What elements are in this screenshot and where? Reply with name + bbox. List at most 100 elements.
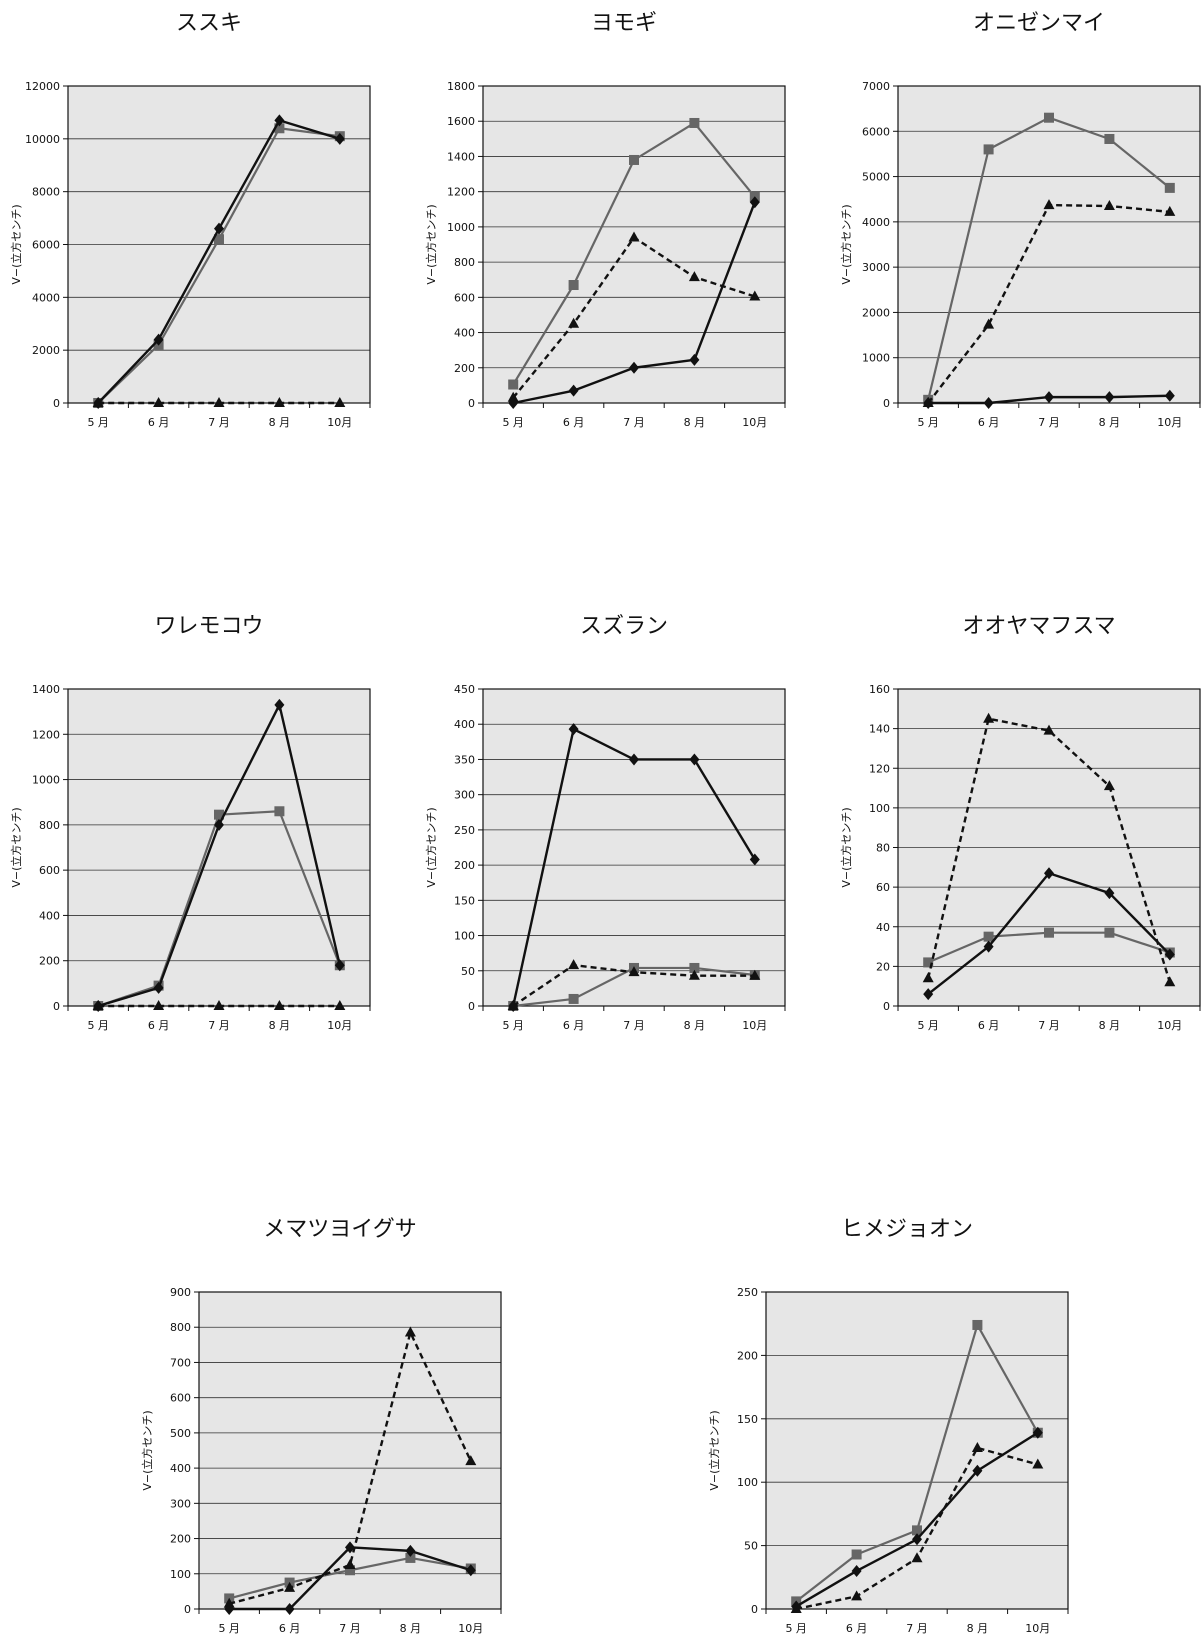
- data-point-diamond: [153, 981, 164, 994]
- x-tick-label: 7 月: [1038, 1019, 1060, 1032]
- y-tick-label: 40: [876, 921, 890, 934]
- y-tick-label: 100: [454, 930, 475, 943]
- data-point-square: [274, 806, 285, 817]
- data-point-triangle: [273, 1000, 285, 1010]
- y-tick-label: 1000: [32, 774, 60, 787]
- plot-frame: [482, 85, 786, 404]
- chart-panel: 0 100 200 300 400 500 600 700 800 900 5 月 6 月 7 月 8 月…: [140, 1217, 502, 1635]
- data-point-triangle: [628, 231, 640, 242]
- x-tick-label: 7 月: [208, 416, 230, 429]
- data-point-diamond: [224, 1603, 235, 1615]
- chart-panel: 0 50 100 150 200 250 5 月 6 月 7 月 8 月 10月 ヒメジョオン V−(立…: [707, 1217, 1069, 1635]
- series-diamond: [508, 723, 760, 1012]
- y-tick-label: 900: [170, 1286, 191, 1299]
- data-point-diamond: [1104, 391, 1115, 404]
- data-point-triangle: [1103, 780, 1115, 791]
- data-point-square: [689, 962, 700, 973]
- y-axis-label: V−(立方センチ): [839, 204, 853, 284]
- data-point-square: [1104, 133, 1115, 144]
- x-tick-label: 6 月: [148, 416, 170, 429]
- data-point-triangle: [851, 1590, 863, 1601]
- data-point-diamond: [1104, 887, 1115, 900]
- x-tick-label: 10月: [327, 1019, 352, 1032]
- chart-title: メマツヨイグサ: [263, 1217, 417, 1242]
- y-tick-label: 4000: [862, 216, 890, 229]
- y-tick-label: 50: [744, 1540, 758, 1553]
- data-point-diamond: [345, 1541, 355, 1554]
- data-point-square: [912, 1525, 922, 1536]
- data-point-diamond: [568, 384, 579, 397]
- x-tick-label: 7 月: [1038, 416, 1060, 429]
- chart-title: スズラン: [580, 614, 668, 639]
- data-point-triangle: [223, 1597, 235, 1608]
- y-tick-label: 800: [454, 256, 475, 269]
- y-tick-label: 1200: [447, 186, 475, 199]
- x-tick-label: 7 月: [906, 1622, 928, 1635]
- x-tick-label: 8 月: [400, 1622, 422, 1635]
- x-tick-label: 5 月: [502, 416, 524, 429]
- chart-panel: 0 1000 2000 3000 4000 5000 6000 7000 5 月 6 月 7 月 8 …: [839, 11, 1201, 429]
- y-tick-label: 800: [39, 819, 60, 832]
- x-tick-label: 10月: [1157, 416, 1182, 429]
- y-tick-label: 250: [737, 1286, 758, 1299]
- data-point-triangle: [273, 397, 285, 407]
- y-tick-label: 0: [53, 397, 60, 410]
- y-tick-label: 160: [869, 683, 890, 696]
- y-tick-label: 200: [454, 859, 475, 872]
- x-tick-label: 8 月: [684, 1019, 706, 1032]
- y-tick-label: 300: [170, 1497, 191, 1510]
- data-point-square: [1164, 182, 1175, 193]
- data-point-diamond: [689, 753, 700, 766]
- y-tick-label: 450: [454, 683, 475, 696]
- x-tick-label: 5 月: [87, 1019, 109, 1032]
- y-tick-label: 0: [184, 1603, 191, 1616]
- data-point-diamond: [1032, 1426, 1043, 1439]
- y-tick-label: 60: [876, 881, 890, 894]
- series-diamond: [93, 114, 345, 409]
- x-tick-label: 6 月: [978, 416, 1000, 429]
- y-tick-label: 100: [170, 1568, 191, 1581]
- y-tick-label: 150: [737, 1413, 758, 1426]
- y-tick-label: 800: [170, 1321, 191, 1334]
- y-tick-label: 150: [454, 894, 475, 907]
- data-point-square: [1044, 112, 1054, 123]
- data-point-diamond: [851, 1564, 862, 1577]
- y-tick-label: 5000: [862, 171, 890, 184]
- data-point-square: [1104, 927, 1115, 938]
- data-point-diamond: [972, 1464, 983, 1477]
- data-point-diamond: [274, 114, 285, 127]
- data-point-square: [405, 1552, 416, 1563]
- data-point-triangle: [344, 1558, 356, 1569]
- data-point-diamond: [508, 1000, 519, 1012]
- data-point-triangle: [1103, 200, 1115, 211]
- y-tick-label: 200: [737, 1349, 758, 1362]
- y-tick-label: 600: [39, 864, 60, 877]
- x-tick-label: 6 月: [978, 1019, 1000, 1032]
- data-point-diamond: [983, 397, 994, 409]
- x-tick-label: 7 月: [339, 1622, 361, 1635]
- y-tick-label: 200: [39, 955, 60, 968]
- plot-area: [199, 1292, 501, 1609]
- x-tick-label: 10月: [1157, 1019, 1182, 1032]
- x-tick-label: 10月: [327, 416, 352, 429]
- x-tick-label: 8 月: [684, 416, 706, 429]
- data-point-diamond: [274, 698, 285, 711]
- y-axis-label: V−(立方センチ): [9, 204, 23, 284]
- data-point-triangle: [749, 969, 761, 980]
- series-triangle: [922, 712, 1176, 987]
- y-axis-label: V−(立方センチ): [9, 807, 23, 887]
- data-point-triangle: [153, 1000, 165, 1010]
- data-point-triangle: [334, 397, 346, 407]
- data-point-square: [629, 154, 639, 165]
- data-point-square: [689, 117, 700, 128]
- y-axis-label: V−(立方センチ): [424, 807, 438, 887]
- series-triangle: [507, 231, 761, 402]
- x-tick-label: 5 月: [917, 1019, 939, 1032]
- y-tick-label: 400: [454, 718, 475, 731]
- x-tick-label: 10月: [742, 1019, 767, 1032]
- y-tick-label: 1000: [447, 221, 475, 234]
- data-point-triangle: [284, 1581, 296, 1592]
- data-point-diamond: [334, 959, 345, 972]
- data-point-square: [214, 234, 224, 245]
